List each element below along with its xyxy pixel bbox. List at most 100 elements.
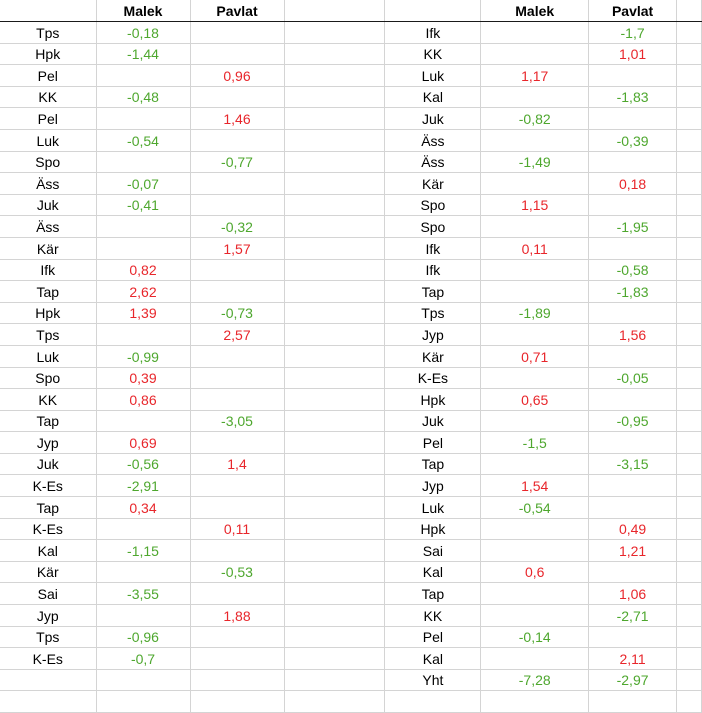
spacer-cell[interactable] <box>384 604 386 627</box>
malek-value-cell[interactable] <box>480 43 590 66</box>
malek-value-cell[interactable] <box>480 582 590 606</box>
pavlat-value-cell[interactable]: -0,53 <box>190 561 285 584</box>
team-cell[interactable]: Kär <box>0 237 97 260</box>
spacer-cell[interactable] <box>384 237 386 260</box>
malek-value-cell[interactable]: 0,65 <box>480 388 590 411</box>
pavlat-value-cell[interactable]: -3,05 <box>190 410 285 433</box>
pavlat-value-cell[interactable] <box>588 474 678 498</box>
empty-cell[interactable] <box>284 86 385 109</box>
empty-cell[interactable] <box>284 21 385 44</box>
empty-cell[interactable] <box>284 626 385 649</box>
malek-value-cell[interactable]: -1,5 <box>480 431 590 454</box>
spacer-cell[interactable] <box>384 474 386 498</box>
pavlat-value-cell[interactable] <box>190 367 285 390</box>
empty-cell[interactable] <box>284 107 385 130</box>
pavlat-value-cell[interactable]: 2,11 <box>588 647 678 670</box>
team-cell[interactable]: Ifk <box>0 259 97 282</box>
malek-value-cell[interactable]: 1,54 <box>480 474 590 498</box>
pavlat-value-cell[interactable] <box>588 388 678 411</box>
malek-value-cell[interactable] <box>480 539 590 562</box>
empty-cell[interactable] <box>284 259 385 282</box>
empty-cell[interactable] <box>676 43 702 66</box>
pavlat-value-cell[interactable]: -3,15 <box>588 453 678 476</box>
malek-value-cell[interactable] <box>96 215 191 238</box>
empty-cell[interactable] <box>284 561 385 584</box>
spacer-cell[interactable] <box>384 496 386 519</box>
empty-cell[interactable] <box>676 626 702 649</box>
pavlat-value-cell[interactable]: 0,96 <box>190 64 285 87</box>
spacer-cell[interactable] <box>384 323 386 346</box>
team-cell[interactable]: KK <box>384 43 482 66</box>
empty-cell[interactable] <box>284 453 385 476</box>
team-cell[interactable]: Spo <box>0 367 97 390</box>
team-cell[interactable]: Ifk <box>384 21 482 44</box>
empty-cell[interactable] <box>284 604 385 627</box>
malek-value-cell[interactable]: -1,44 <box>96 43 191 66</box>
empty-cell[interactable] <box>676 151 702 174</box>
spacer-cell[interactable] <box>384 86 386 109</box>
team-cell[interactable]: Kal <box>384 86 482 109</box>
spacer-cell[interactable] <box>384 129 386 152</box>
pavlat-value-cell[interactable] <box>190 345 285 368</box>
spacer-cell[interactable] <box>384 280 386 303</box>
spacer-cell[interactable] <box>384 561 386 584</box>
malek-value-cell[interactable] <box>96 518 191 541</box>
pavlat-value-cell[interactable] <box>190 388 285 411</box>
team-cell[interactable]: Sai <box>0 582 97 606</box>
header-empty-cell[interactable] <box>284 0 385 22</box>
empty-cell[interactable] <box>284 582 385 606</box>
pavlat-value-cell[interactable]: -2,71 <box>588 604 678 627</box>
pavlat-value-cell[interactable]: -0,95 <box>588 410 678 433</box>
empty-cell[interactable] <box>676 86 702 109</box>
pavlat-value-cell[interactable]: 1,4 <box>190 453 285 476</box>
malek-value-cell[interactable] <box>96 690 191 713</box>
malek-value-cell[interactable]: -0,56 <box>96 453 191 476</box>
empty-cell[interactable] <box>676 172 702 195</box>
team-cell[interactable]: Tps <box>0 323 97 346</box>
team-cell[interactable]: Tap <box>384 453 482 476</box>
spacer-cell[interactable] <box>384 172 386 195</box>
malek-value-cell[interactable] <box>480 647 590 670</box>
pavlat-value-cell[interactable]: -0,32 <box>190 215 285 238</box>
pavlat-value-cell[interactable] <box>588 561 678 584</box>
malek-value-cell[interactable]: 2,62 <box>96 280 191 303</box>
spacer-cell[interactable] <box>384 453 386 476</box>
malek-value-cell[interactable] <box>96 323 191 346</box>
empty-cell[interactable] <box>676 21 702 44</box>
team-cell[interactable]: Kär <box>384 172 482 195</box>
team-cell[interactable]: Jyp <box>0 431 97 454</box>
team-cell[interactable]: Luk <box>384 64 482 87</box>
team-cell[interactable]: Hpk <box>384 388 482 411</box>
empty-cell[interactable] <box>676 194 702 217</box>
pavlat-value-cell[interactable] <box>190 690 285 713</box>
empty-cell[interactable] <box>284 474 385 498</box>
empty-cell[interactable] <box>284 345 385 368</box>
malek-value-cell[interactable] <box>96 237 191 260</box>
malek-value-cell[interactable]: 0,69 <box>96 431 191 454</box>
empty-cell[interactable] <box>284 539 385 562</box>
empty-cell[interactable] <box>676 647 702 670</box>
empty-cell[interactable] <box>676 129 702 152</box>
malek-value-cell[interactable]: -0,48 <box>96 86 191 109</box>
team-cell[interactable]: Tap <box>384 280 482 303</box>
team-cell[interactable]: Juk <box>384 410 482 433</box>
header-empty-cell[interactable] <box>676 0 702 22</box>
team-cell[interactable]: Hpk <box>384 518 482 541</box>
pavlat-value-cell[interactable]: -1,95 <box>588 215 678 238</box>
team-cell[interactable]: Jyp <box>384 474 482 498</box>
malek-value-cell[interactable]: -0,14 <box>480 626 590 649</box>
spacer-cell[interactable] <box>384 431 386 454</box>
pavlat-value-cell[interactable] <box>190 582 285 606</box>
malek-value-cell[interactable]: 0,39 <box>96 367 191 390</box>
team-cell[interactable]: Äss <box>0 215 97 238</box>
pavlat-value-cell[interactable]: -1,83 <box>588 86 678 109</box>
team-cell[interactable]: Tps <box>0 626 97 649</box>
team-cell[interactable]: Spo <box>0 151 97 174</box>
team-cell[interactable]: Tps <box>384 302 482 325</box>
malek-value-cell[interactable] <box>480 129 590 152</box>
malek-value-cell[interactable]: 1,39 <box>96 302 191 325</box>
pavlat-value-cell[interactable] <box>588 302 678 325</box>
empty-cell[interactable] <box>284 388 385 411</box>
header-team-cell[interactable] <box>0 0 97 22</box>
pavlat-value-cell[interactable] <box>190 626 285 649</box>
